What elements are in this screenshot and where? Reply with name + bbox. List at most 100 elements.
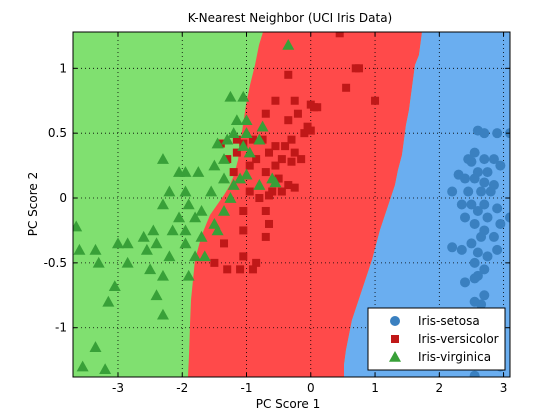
x-tick-label: 2 [435,381,443,395]
point-iris-virginica [230,114,243,125]
point-iris-virginica [227,179,240,190]
point-iris-setosa [495,218,506,229]
point-iris-virginica [211,137,224,149]
point-iris-versicolor [239,252,248,261]
point-iris-setosa [485,186,496,197]
point-iris-setosa [460,173,471,184]
point-iris-versicolor [248,265,257,274]
point-iris-versicolor [239,206,248,215]
point-iris-setosa [479,290,490,301]
point-iris-setosa [505,212,510,223]
point-iris-versicolor [255,194,264,203]
point-iris-versicolor [271,96,280,105]
point-iris-versicolor [342,83,351,92]
point-iris-virginica [156,153,169,164]
point-iris-versicolor [271,161,280,170]
y-tick-label: 1 [59,61,67,75]
point-iris-versicolor [284,70,293,79]
point-iris-virginica [237,90,250,102]
point-iris-virginica [76,360,89,372]
plot-area [73,32,510,377]
point-iris-virginica [102,295,115,307]
point-iris-versicolor [261,206,270,215]
y-axis-title: PC Score 2 [26,172,40,237]
y-tick-label: 0 [59,191,67,205]
point-iris-virginica [144,263,157,275]
point-iris-virginica [227,127,240,138]
point-iris-setosa [482,212,493,223]
point-iris-virginica [156,269,169,281]
point-iris-virginica [179,224,192,236]
point-iris-virginica [240,127,253,138]
point-iris-versicolor [306,126,315,135]
point-iris-setosa [456,244,467,255]
point-iris-virginica [224,90,237,102]
point-iris-virginica [140,243,153,255]
point-iris-versicolor [261,109,270,118]
point-iris-versicolor [313,103,322,112]
x-tick-label: 0 [307,381,315,395]
y-tick-label: -1 [55,321,67,335]
point-iris-virginica [156,198,169,210]
point-iris-setosa [447,186,458,197]
point-iris-versicolor [210,258,219,267]
point-iris-virginica [173,166,186,177]
point-iris-virginica [224,192,237,203]
point-iris-virginica [208,159,221,171]
point-iris-virginica [150,289,163,301]
point-iris-setosa [463,186,474,197]
point-iris-virginica [253,179,266,190]
point-iris-virginica [108,280,121,292]
point-iris-virginica [282,38,295,50]
point-iris-setosa [495,160,506,171]
point-iris-setosa [492,203,503,214]
point-iris-setosa [466,238,477,249]
point-iris-versicolor [232,148,241,157]
point-iris-setosa [460,277,471,288]
point-iris-setosa [469,370,480,377]
point-iris-versicolor [290,183,299,192]
point-iris-versicolor [220,239,229,248]
point-iris-setosa [479,154,490,165]
axis-ticks: -3 -2 -1 0 1 2 3 1 0.5 0 -0.5 -1 [44,32,510,395]
point-iris-virginica [256,120,269,132]
x-tick-label: 3 [500,381,508,395]
point-iris-setosa [469,218,480,229]
point-iris-virginica [121,237,134,249]
legend: Iris-setosa Iris-versicolor Iris-virginica [367,307,506,371]
point-iris-versicolor [290,148,299,157]
y-tick-label: 0.5 [48,126,67,140]
x-tick-label: -1 [241,381,253,395]
point-iris-virginica [269,176,282,188]
point-iris-setosa [488,231,499,242]
point-iris-setosa [492,128,503,139]
x-tick-label: 1 [371,381,379,395]
point-iris-setosa [469,257,480,268]
point-iris-virginica [121,256,134,268]
point-iris-versicolor [232,135,241,144]
legend-marker-iris-versicolor [391,335,399,343]
point-iris-setosa [472,247,483,258]
point-iris-versicolor [354,64,363,73]
point-iris-setosa [469,147,480,158]
point-iris-setosa [479,177,490,188]
legend-marker-iris-virginica [389,351,401,362]
point-iris-versicolor [277,187,286,196]
point-iris-setosa [460,212,471,223]
point-iris-versicolor [284,116,293,125]
point-iris-setosa [482,251,493,262]
point-iris-versicolor [229,168,238,177]
point-iris-virginica [218,172,231,184]
point-iris-virginica [89,243,102,255]
point-iris-setosa [472,205,483,216]
point-iris-virginica [156,308,169,320]
x-axis-title: PC Score 1 [256,397,321,411]
point-iris-virginica [234,172,247,184]
point-iris-virginica [218,153,231,164]
point-iris-virginica [221,133,234,145]
point-iris-versicolor [245,187,254,196]
x-tick-label: -2 [176,381,188,395]
point-iris-virginica [147,224,160,236]
point-iris-virginica [166,224,179,236]
